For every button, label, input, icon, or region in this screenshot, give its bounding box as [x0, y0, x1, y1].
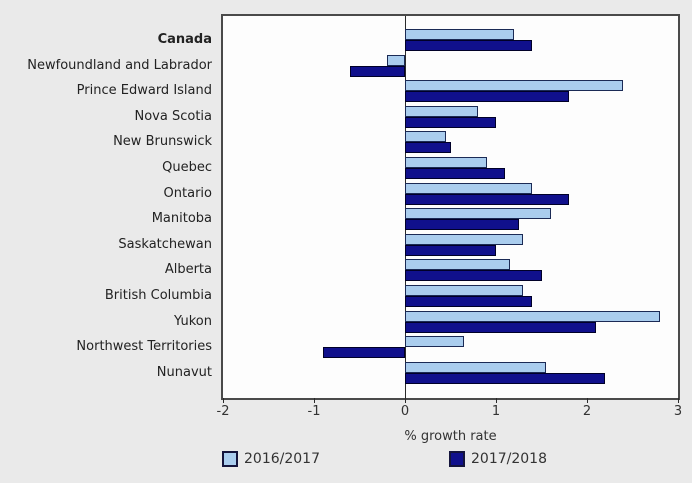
- bar-2017-2018: [405, 219, 519, 231]
- category-label: Alberta: [164, 262, 212, 278]
- bar-2016-2017: [405, 233, 524, 245]
- legend-item-2016-2017: 2016/2017: [222, 451, 320, 467]
- category-label: Ontario: [163, 185, 212, 201]
- x-tick-mark: [314, 398, 315, 403]
- bar-2016-2017: [405, 182, 533, 194]
- bar-2016-2017: [405, 105, 478, 117]
- legend-label-2016-2017: 2016/2017: [244, 451, 320, 467]
- category-label: Prince Edward Island: [76, 83, 212, 99]
- x-tick-label: -2: [216, 404, 230, 419]
- bar-2017-2018: [323, 347, 405, 359]
- bar-2017-2018: [405, 91, 569, 103]
- bar-2016-2017: [405, 259, 510, 271]
- bar-2017-2018: [405, 244, 496, 256]
- x-tick-mark: [587, 398, 588, 403]
- x-axis-label: % growth rate: [404, 429, 497, 444]
- category-labels: Canada Newfoundland and Labrador Prince Ed…: [0, 0, 212, 400]
- bar-2016-2017: [386, 54, 405, 66]
- bar-2016-2017: [405, 157, 487, 168]
- bar-2016-2017: [405, 29, 515, 40]
- bar-2016-2017: [405, 361, 547, 373]
- legend: 2016/2017 2017/2018: [0, 451, 692, 473]
- bar-2016-2017: [405, 80, 624, 92]
- category-label: Yukon: [174, 313, 212, 329]
- category-label: Newfoundland and Labrador: [27, 57, 212, 73]
- bar-2017-2018: [405, 40, 533, 51]
- bar-2017-2018: [405, 168, 506, 179]
- zero-axis-line: [405, 16, 406, 398]
- x-tick-label: 3: [673, 404, 683, 419]
- category-label: Nova Scotia: [134, 108, 213, 124]
- x-tick-label: -1: [307, 404, 321, 419]
- x-tick-mark: [496, 398, 497, 403]
- plot-area: [221, 14, 680, 403]
- bar-2016-2017: [405, 208, 551, 220]
- legend-item-2017-2018: 2017/2018: [449, 451, 547, 467]
- category-label: New Brunswick: [113, 134, 212, 150]
- category-label: Nunavut: [156, 364, 212, 380]
- x-tick-mark: [405, 398, 406, 403]
- bar-2017-2018: [405, 321, 597, 333]
- category-label: Saskatchewan: [118, 236, 212, 252]
- legend-label-2017-2018: 2017/2018: [471, 451, 547, 467]
- bar-2017-2018: [405, 296, 533, 307]
- bar-2017-2018: [405, 270, 542, 282]
- category-label: Northwest Territories: [76, 339, 212, 355]
- bar-2017-2018: [405, 116, 496, 128]
- category-label: Quebec: [162, 160, 212, 175]
- legend-swatch-2016-2017-icon: [222, 451, 238, 467]
- bar-2017-2018: [405, 142, 451, 154]
- x-tick-mark: [223, 398, 224, 403]
- category-label: Manitoba: [151, 211, 212, 227]
- bar-2017-2018: [350, 65, 405, 77]
- x-tick-label: 1: [491, 404, 501, 419]
- bar-2016-2017: [405, 285, 524, 296]
- x-tick-mark: [678, 398, 679, 403]
- bar-2017-2018: [405, 193, 569, 205]
- bar-2016-2017: [405, 336, 465, 348]
- category-label: Canada: [157, 32, 212, 47]
- x-tick-label: 2: [582, 404, 592, 419]
- bar-2017-2018: [405, 372, 606, 384]
- x-tick-label: 0: [400, 404, 410, 419]
- legend-swatch-2017-2018-icon: [449, 451, 465, 467]
- bar-2016-2017: [405, 131, 446, 143]
- bar-2016-2017: [405, 310, 660, 322]
- category-label: British Columbia: [104, 288, 212, 303]
